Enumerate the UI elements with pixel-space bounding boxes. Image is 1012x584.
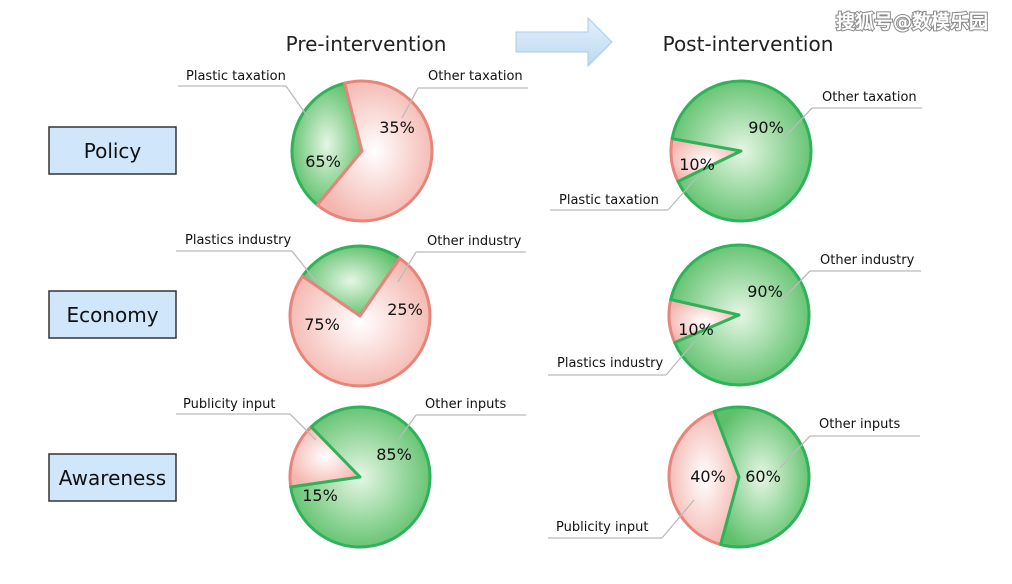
pie-policy-post [669,79,813,223]
row-label-awareness-text: Awareness [59,466,166,490]
pie-callout: Other taxation [401,69,528,119]
pie-slice-other [712,405,811,549]
pies-layer: 65% 35% 75% 25% 15% 85% 10% 90% 10% 90% 40% 60% [288,79,813,549]
header-post: Post-intervention [663,32,834,56]
pie-callout: Other industry [397,234,526,283]
pie-callout: Plastic taxation [178,69,311,121]
pie-percent-label: 75% [304,315,340,334]
pie-callout-label: Other inputs [819,417,900,432]
pie-percent-label: 10% [678,320,714,339]
callouts-layer: Plastic taxation Other taxation Plastics i… [176,69,922,539]
row-label-awareness: Awareness [48,453,177,502]
row-label-economy-text: Economy [66,303,158,327]
pie-callout: Plastics industry [176,233,319,285]
pie-callout-label: Other taxation [428,69,523,84]
row-label-policy-text: Policy [84,139,142,163]
pie-percent-label: 60% [745,467,781,486]
pie-callout: Publicity input [548,499,695,539]
pie-callout: Other inputs [397,397,526,441]
pie-callout-label: Plastics industry [185,233,292,248]
pie-percent-label: 40% [690,467,726,486]
pie-slice-other [300,244,402,318]
pie-slice-plastic [288,256,432,388]
pie-callout-label: Plastics industry [557,356,664,371]
pie-callout-label: Plastic taxation [186,69,286,84]
pie-slice-other [290,81,364,207]
pie-slice-plastic [667,410,741,547]
pie-percent-label: 25% [387,300,423,319]
pie-callout: Plastics industry [548,340,696,376]
pie-callout-label: Other taxation [822,90,917,105]
pie-callout-label: Plastic taxation [559,193,659,208]
pie-callout-label: Other industry [820,253,915,268]
pie-percent-label: 85% [376,445,412,464]
pie-percent-label: 90% [747,282,783,301]
pie-callout: Other taxation [781,90,922,141]
pie-callout: Plastic taxation [550,175,699,211]
pie-slice-other [670,79,813,223]
pie-callout-label: Publicity input [556,520,648,535]
pie-percent-label: 65% [305,152,341,171]
pie-awareness-pre [288,405,432,549]
pie-percent-label: 35% [379,118,415,137]
pie-slice-other [289,405,432,549]
pie-slice-plastic [288,425,362,489]
pie-callout: Other inputs [779,417,920,469]
row-label-economy: Economy [48,290,177,339]
watermark: 搜狐号@数模乐园 [836,10,988,33]
header-pre: Pre-intervention [286,32,447,56]
pie-callout: Other industry [779,253,921,303]
transition-arrow [515,16,613,68]
pie-percent-label: 90% [748,118,784,137]
pie-callout-label: Publicity input [183,397,275,412]
pie-percent-label: 15% [302,486,338,505]
row-label-policy: Policy [48,126,177,175]
pie-callout: Publicity input [176,397,317,441]
pie-slice-other [669,243,811,387]
pie-callout-label: Other inputs [425,397,506,412]
pie-percent-label: 10% [679,155,715,174]
pie-economy-post [667,243,811,387]
pie-awareness-post [667,405,811,549]
pie-economy-pre [288,244,432,388]
pie-callout-label: Other industry [427,234,522,249]
